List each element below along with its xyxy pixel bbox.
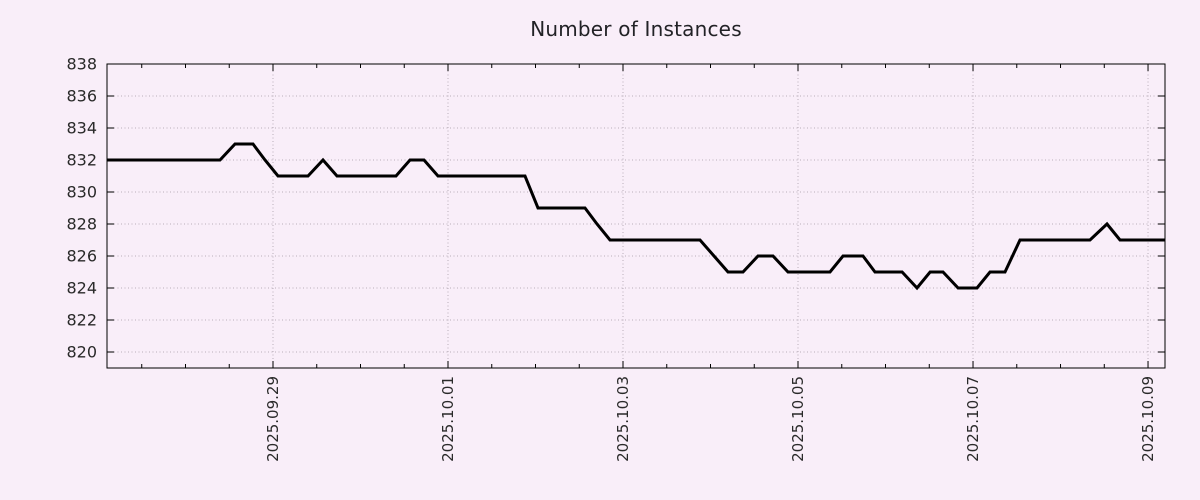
tick-labels: 820 822 824 826 828 830 832 834 836 838 2025.09.29… — [66, 55, 1157, 462]
grid-lines — [107, 64, 1165, 368]
y-tick-label: 836 — [66, 87, 97, 106]
y-tick-label: 820 — [66, 343, 97, 362]
plot-border — [106, 63, 1166, 369]
y-tick-label: 830 — [66, 183, 97, 202]
y-tick-label: 838 — [66, 55, 97, 74]
x-tick-label: 2025.10.01 — [439, 376, 457, 462]
x-tick-label: 2025.10.09 — [1139, 376, 1157, 462]
x-tick-label: 2025.09.29 — [264, 376, 282, 462]
chart-title: Number of Instances — [530, 17, 742, 41]
x-tick-label: 2025.10.05 — [789, 376, 807, 462]
y-tick-label: 826 — [66, 247, 97, 266]
x-tick-label: 2025.10.07 — [964, 376, 982, 462]
axis-ticks — [107, 63, 1165, 368]
y-tick-label: 834 — [66, 119, 97, 138]
y-tick-label: 828 — [66, 215, 97, 234]
y-tick-label: 832 — [66, 151, 97, 170]
series-line-instances — [107, 142, 1165, 291]
x-tick-label: 2025.10.03 — [614, 376, 632, 462]
y-tick-label: 822 — [66, 311, 97, 330]
y-tick-label: 824 — [66, 279, 97, 298]
